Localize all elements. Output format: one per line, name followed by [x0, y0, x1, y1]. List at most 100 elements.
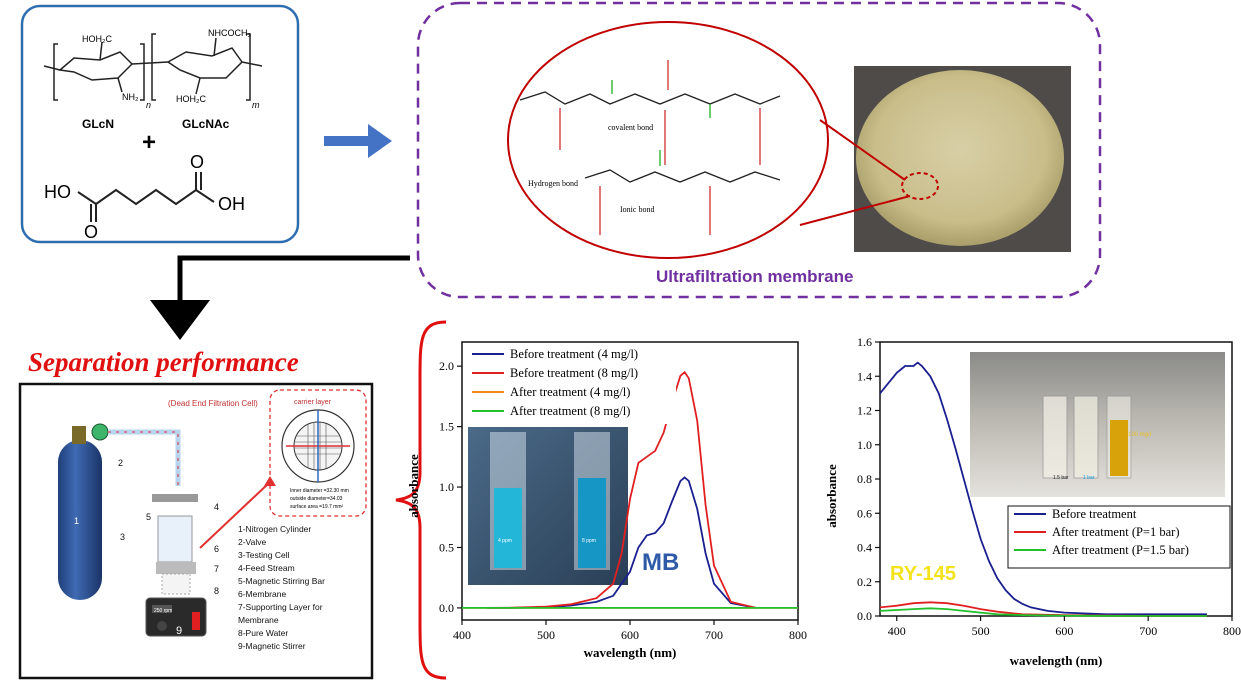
photo-label-1-5bar: 1.5 bar	[1053, 475, 1069, 481]
nitrogen-cylinder	[58, 440, 102, 600]
reactants-panel: HOH₂C NH₂ NHCOCH₃ HOH₂C n m GLcN GLcNAc …	[20, 4, 300, 244]
carrier-layer-label: carrier layer	[294, 399, 332, 406]
series-line-0	[879, 361, 1207, 616]
y-tick-label: 1.0	[439, 480, 454, 494]
photo-label-8ppm: 8 ppm	[582, 538, 596, 544]
series-line-2	[879, 607, 1207, 617]
legend-6: 6-Membrane	[238, 589, 286, 599]
crosslink-network	[519, 60, 781, 235]
x-tick-label: 700	[705, 628, 723, 642]
covalent-bond-label: covalent bond	[608, 123, 653, 132]
blue-arrow	[324, 124, 392, 158]
mb-ylabel: absorbance	[406, 454, 421, 518]
mb-chart: 4 ppm 8 ppm 400 500 600 700 800 0.0 0.5 1.0 1.5 2…	[406, 341, 807, 660]
legend-entry: Before treatment (4 mg/l)	[510, 347, 638, 361]
dim-2: outside diameter=34.03	[290, 496, 343, 502]
mb-xlabel: wavelength (nm)	[584, 645, 677, 660]
dim-1: Inner diameter =32.30 mm	[290, 488, 349, 494]
subscript-n: n	[146, 100, 151, 110]
photo-label-1bar: 1 bar	[1083, 475, 1095, 481]
adipic-acid-structure	[77, 172, 215, 222]
legend-entry: After treatment (P=1.5 bar)	[1052, 543, 1189, 557]
mb-annotation: MB	[642, 549, 679, 576]
num-1: 1	[74, 516, 79, 526]
mb-cuvette-photo: 4 ppm 8 ppm	[468, 427, 628, 585]
glcn-label: GLcN	[82, 117, 114, 131]
membrane-panel: covalent bond Hydrogen bond Ionic bond U…	[416, 1, 1102, 299]
legend-4: 4-Feed Stream	[238, 563, 295, 573]
plus-sign: +	[142, 129, 156, 156]
hoh2c-b-label: HOH₂C	[176, 94, 206, 104]
legend-3: 3-Testing Cell	[238, 550, 290, 560]
part-numbers: 1 2 3 4 5 6 7 8 9	[74, 458, 219, 637]
legend-entry: After treatment (P=1 bar)	[1052, 525, 1179, 539]
photo-label-4ppm: 4 ppm	[498, 538, 512, 544]
ry-xlabel: wavelength (nm)	[1010, 653, 1103, 668]
adipic-ho: HO	[44, 182, 71, 202]
x-tick-label: 400	[888, 624, 906, 638]
nhcoch3-label: NHCOCH₃	[208, 28, 251, 38]
legend-7: 7-Supporting Layer for	[238, 602, 323, 612]
legend-entry: After treatment (4 mg/l)	[510, 385, 630, 399]
ionic-bond-label: Ionic bond	[620, 205, 654, 214]
y-tick-label: 1.4	[857, 369, 872, 383]
ry-cuvette-photo: 1.5 bar 1 bar 100 mg/l	[970, 352, 1225, 497]
y-tick-label: 0.6	[857, 506, 872, 520]
y-tick-label: 0.5	[439, 540, 454, 554]
series-line-1	[487, 370, 757, 609]
adipic-o2: O	[190, 152, 204, 172]
ry-annotation: RY-145	[890, 563, 956, 585]
y-tick-label: 0.2	[857, 575, 872, 589]
cell-title: (Dead End Filtration Cell)	[168, 399, 258, 408]
y-tick-label: 1.0	[857, 438, 872, 452]
photo-label-100mgl: 100 mg/l	[1128, 432, 1151, 438]
x-tick-label: 800	[1223, 624, 1241, 638]
num-9: 9	[176, 625, 182, 637]
red-brace	[395, 320, 447, 680]
x-tick-label: 400	[453, 628, 471, 642]
num-4: 4	[214, 502, 219, 512]
legend-2: 2-Valve	[238, 537, 266, 547]
legend-1: 1-Nitrogen Cylinder	[238, 524, 311, 534]
legend-9: 9-Magnetic Stirrer	[238, 641, 306, 651]
glcnac-label: GLcNAc	[182, 117, 230, 131]
dim-3: surface area =19.7 mm²	[290, 504, 344, 510]
y-tick-label: 1.2	[857, 404, 872, 418]
subscript-m: m	[252, 100, 260, 110]
y-tick-label: 2.0	[439, 359, 454, 373]
x-tick-label: 600	[1055, 624, 1073, 638]
y-tick-label: 0.4	[857, 541, 872, 555]
adipic-oh: OH	[218, 194, 245, 214]
x-tick-label: 700	[1139, 624, 1157, 638]
stirrer-display: 250 rpm	[154, 608, 172, 614]
num-5: 5	[146, 512, 151, 522]
num-8: 8	[214, 586, 219, 596]
num-2: 2	[118, 458, 123, 468]
series-line-0	[487, 476, 757, 609]
hydrogen-bond-label: Hydrogen bond	[528, 179, 578, 188]
chitosan-structure	[43, 33, 263, 101]
legend-entry: Before treatment (8 mg/l)	[510, 366, 638, 380]
legend-8: 8-Pure Water	[238, 628, 288, 638]
separation-title: Separation performance	[28, 347, 299, 377]
x-tick-label: 500	[972, 624, 990, 638]
y-tick-label: 1.5	[439, 420, 454, 434]
y-tick-label: 1.6	[857, 335, 872, 349]
x-tick-label: 500	[537, 628, 555, 642]
hoh2c-label: HOH₂C	[82, 34, 112, 44]
legend-5: 5-Magnetic Stirring Bar	[238, 576, 325, 586]
legend-box	[1007, 505, 1231, 569]
membrane-title: Ultrafiltration membrane	[656, 267, 853, 286]
black-arrow	[150, 255, 410, 340]
num-7: 7	[214, 564, 219, 574]
num-3: 3	[120, 532, 125, 542]
legend-entry: After treatment (8 mg/l)	[510, 404, 630, 418]
y-tick-label: 0.0	[439, 601, 454, 615]
ry145-chart: 1.5 bar 1 bar 100 mg/l 400 500 600 700 800 0.…	[824, 335, 1241, 668]
filtration-cell-panel: (Dead End Filtration Cell) 250 rpm 1 2 3…	[18, 382, 374, 680]
y-tick-label: 0.0	[857, 609, 872, 623]
x-tick-label: 600	[621, 628, 639, 642]
x-tick-label: 800	[789, 628, 807, 642]
legend-7b: Membrane	[238, 615, 279, 625]
